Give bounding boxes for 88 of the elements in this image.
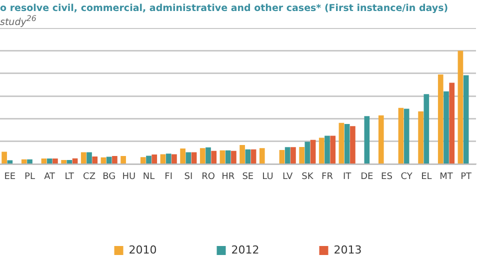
bar: [2, 152, 7, 164]
x-tick-label: SE: [242, 172, 254, 182]
legend-label: 2013: [334, 244, 362, 257]
bar: [112, 156, 118, 164]
bar: [378, 116, 384, 164]
x-tick-label: HR: [222, 172, 235, 182]
bar: [92, 156, 98, 164]
bar: [418, 112, 424, 164]
x-tick-label: ES: [381, 172, 393, 182]
x-tick-label: RO: [202, 172, 215, 182]
x-tick-label: SK: [302, 172, 314, 182]
bar: [211, 151, 217, 164]
chart-subtitle: study$^{26}$: [0, 14, 38, 28]
x-tick-label: SI: [184, 172, 193, 182]
bar: [166, 154, 172, 164]
legend-label: 2010: [128, 244, 157, 257]
bar: [27, 159, 32, 164]
bar: [52, 158, 58, 164]
bar: [438, 74, 444, 164]
bar: [191, 152, 197, 164]
x-tick-label: HU: [122, 172, 136, 182]
bar: [80, 152, 86, 164]
bar: [284, 147, 290, 164]
bar: [160, 154, 166, 164]
bar: [46, 158, 52, 164]
bar: [72, 158, 78, 164]
bar: [66, 160, 72, 164]
bar: [225, 150, 231, 164]
legend-label: 2012: [231, 244, 260, 257]
bar: [21, 159, 27, 164]
bar: [444, 91, 449, 164]
bar: [220, 150, 226, 164]
bar: [206, 148, 211, 164]
x-tick-label: MT: [440, 172, 454, 182]
bar: [186, 152, 192, 164]
bar: [299, 147, 304, 164]
bar: [350, 126, 356, 164]
bar: [7, 160, 13, 164]
bar: [146, 156, 152, 164]
x-tick-label: DE: [360, 172, 374, 182]
x-tick-label: FR: [322, 172, 333, 182]
x-tick-label: LT: [64, 172, 75, 182]
bar: [364, 116, 370, 164]
x-tick-label: IT: [343, 172, 352, 182]
x-tick-label: PT: [460, 172, 472, 182]
bar: [324, 136, 330, 164]
bar: [172, 154, 177, 164]
bar: [330, 136, 336, 164]
x-tick-label: AT: [44, 172, 56, 182]
bar: [100, 158, 106, 164]
bar: [86, 152, 92, 164]
bar: [304, 142, 310, 164]
bar: [140, 157, 146, 164]
bar: [318, 138, 324, 164]
bar: [180, 148, 186, 164]
bar: [449, 82, 455, 164]
bar: [259, 148, 265, 164]
bar: [290, 147, 296, 164]
bar: [245, 149, 251, 164]
bar: [61, 160, 66, 164]
bar: [424, 94, 430, 164]
x-tick-label: FI: [164, 172, 173, 182]
x-tick-label: EL: [421, 172, 432, 182]
bar: [41, 158, 47, 164]
x-tick-label: LU: [262, 172, 274, 182]
x-tick-label: EE: [4, 172, 16, 182]
bar: [240, 145, 245, 164]
bar: [200, 148, 206, 164]
chart-title: o resolve civil, commercial, administrative and other cases* (First instance/in days): [0, 2, 450, 14]
bar: [404, 108, 410, 164]
bar: [338, 123, 344, 164]
bar: [458, 50, 464, 164]
bar: [120, 156, 126, 164]
bar: [310, 140, 316, 164]
x-tick-label: PL: [24, 172, 35, 182]
bar: [344, 124, 350, 164]
bar: [231, 151, 236, 164]
x-tick-label: BG: [102, 172, 116, 182]
bar: [152, 154, 158, 164]
x-tick-label: CZ: [83, 172, 96, 182]
bar: [398, 108, 404, 164]
bar: [250, 149, 256, 164]
bar: [106, 156, 112, 164]
x-tick-label: CY: [400, 172, 413, 182]
x-tick-label: NL: [142, 172, 155, 182]
bar: [463, 75, 469, 164]
bar: [279, 150, 285, 164]
x-tick-label: LV: [282, 172, 294, 182]
